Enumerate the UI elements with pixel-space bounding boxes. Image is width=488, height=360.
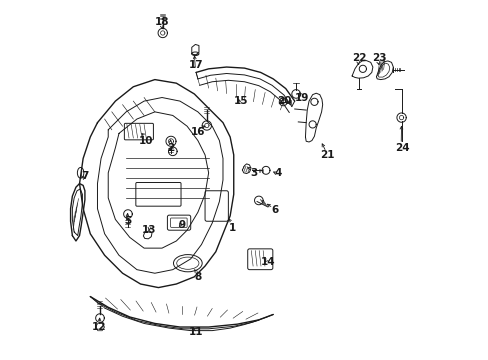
Text: 23: 23: [371, 53, 386, 63]
Text: 3: 3: [249, 168, 257, 178]
Text: 16: 16: [190, 127, 204, 136]
Text: 9: 9: [178, 220, 185, 230]
Text: 1: 1: [228, 224, 235, 233]
Text: 19: 19: [294, 93, 308, 103]
Text: 13: 13: [142, 225, 156, 235]
Text: 20: 20: [276, 96, 290, 106]
Text: 10: 10: [139, 136, 153, 145]
Text: 6: 6: [271, 206, 278, 216]
Text: 2: 2: [167, 143, 174, 153]
Text: 14: 14: [260, 257, 275, 267]
Text: 21: 21: [319, 150, 333, 160]
Text: 7: 7: [81, 171, 88, 181]
Text: 17: 17: [188, 60, 203, 70]
Text: 11: 11: [188, 327, 203, 337]
Text: 5: 5: [124, 216, 131, 226]
Text: 18: 18: [155, 17, 169, 27]
Text: 12: 12: [92, 322, 106, 332]
Text: 22: 22: [351, 53, 366, 63]
Text: 24: 24: [394, 143, 409, 153]
Text: 8: 8: [194, 272, 201, 282]
Text: 15: 15: [233, 96, 247, 106]
Text: 4: 4: [274, 168, 282, 178]
